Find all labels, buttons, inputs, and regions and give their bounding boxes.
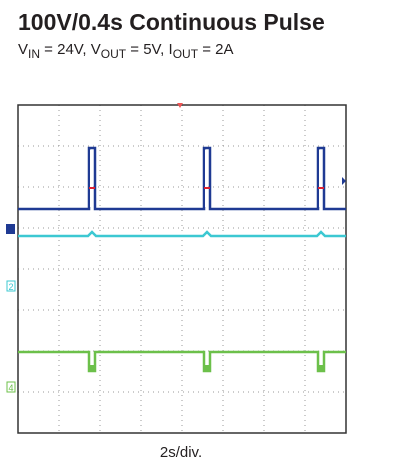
x-label: 2s/div. — [160, 444, 202, 461]
ch4-marker-box — [6, 381, 16, 393]
subtitle: VIN = 24V, VOUT = 5V, IOUT = 2A — [18, 41, 233, 61]
subtitle-part: = 2A — [198, 41, 233, 58]
ch4-trace — [18, 350, 346, 373]
subtitle-part: = 5V, I — [126, 41, 173, 58]
subtitle-part: V — [18, 41, 28, 58]
subtitle-part: = 24V, V — [40, 41, 101, 58]
ch1-pulse-inner — [90, 150, 321, 207]
trigger-marker — [177, 103, 183, 108]
ch1-marker-box — [6, 224, 15, 234]
ch2-trace — [18, 230, 346, 238]
scope-grid — [18, 105, 346, 433]
subtitle-sub: IN — [28, 47, 40, 61]
ch2-marker-box — [6, 280, 16, 292]
subtitle-sub: OUT — [101, 47, 127, 61]
trigger-level — [342, 177, 346, 185]
ch2-marker: 2 — [8, 282, 13, 292]
scope-frame — [17, 104, 347, 434]
ch4-marker: 4 — [8, 383, 13, 393]
ch1-trace — [18, 146, 346, 211]
title: 100V/0.4s Continuous Pulse — [18, 9, 325, 35]
subtitle-sub: OUT — [173, 47, 199, 61]
ch4-dip — [89, 365, 324, 371]
